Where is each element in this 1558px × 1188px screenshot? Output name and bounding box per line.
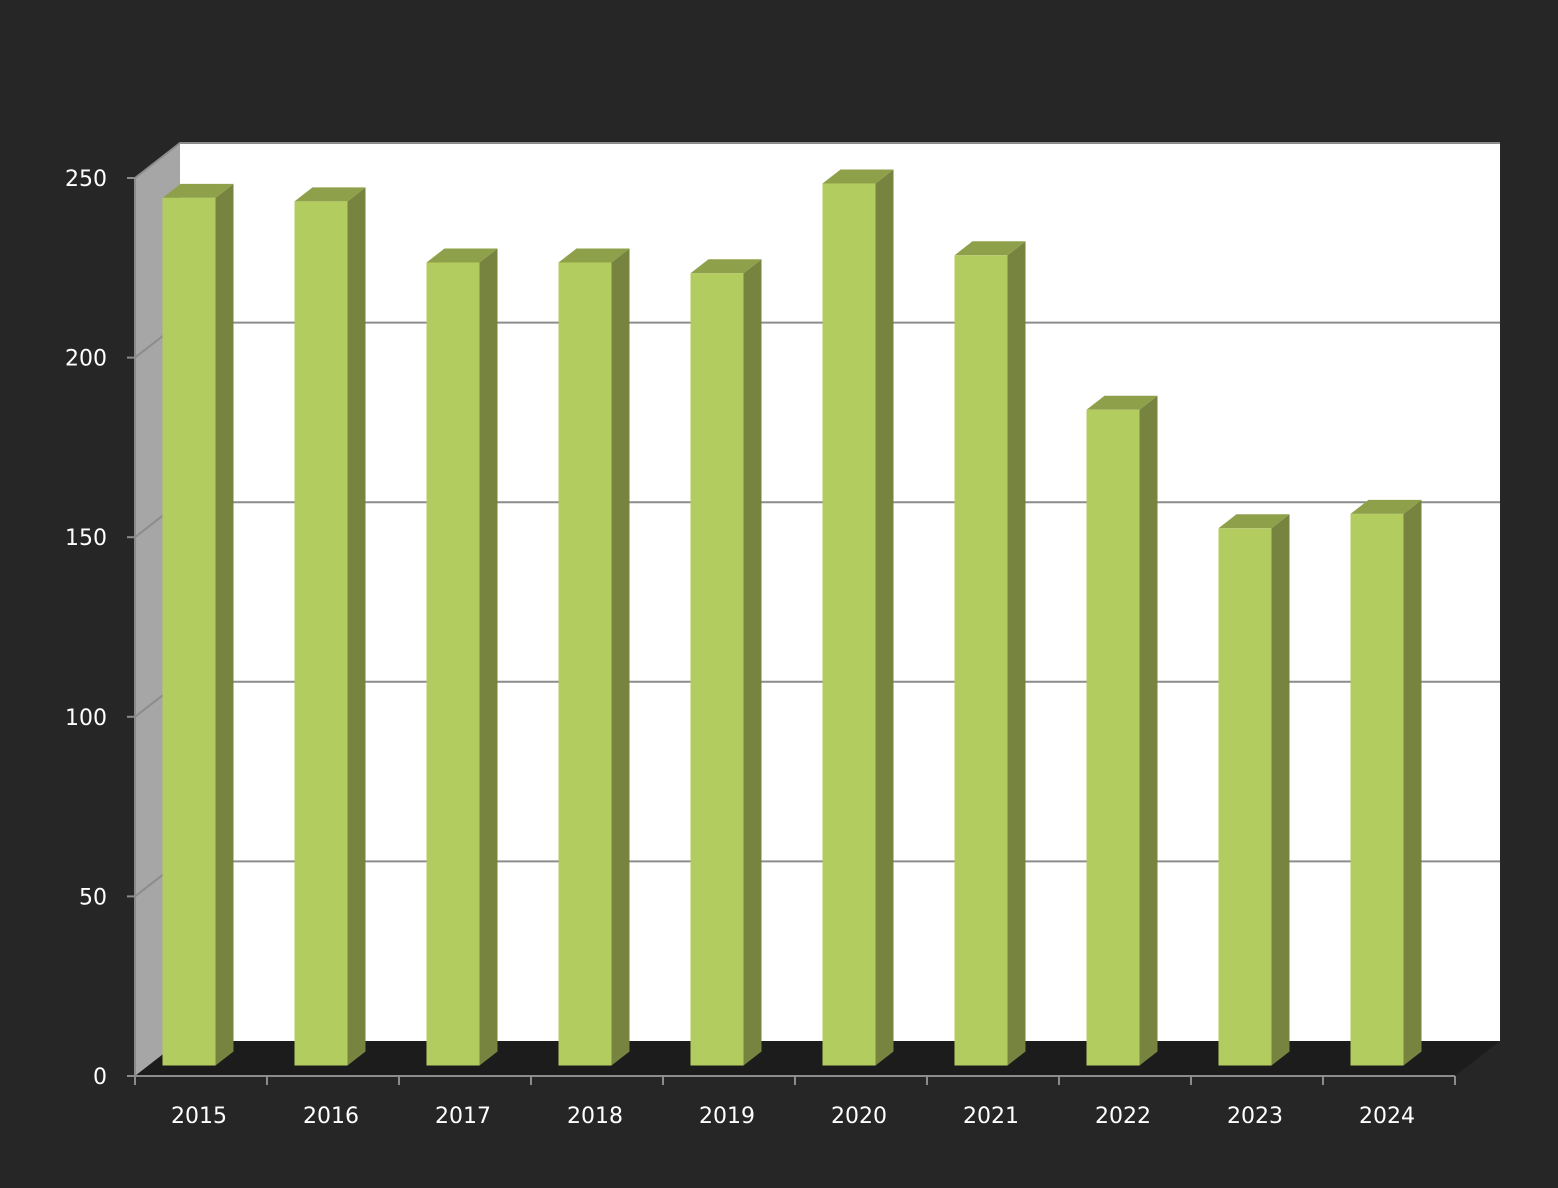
bar-side: [1007, 241, 1026, 1066]
y-tick-label: 100: [65, 706, 107, 731]
bar-front: [822, 183, 876, 1066]
bar-2022: [1086, 395, 1158, 1066]
x-tick-label: 2022: [1095, 1104, 1151, 1129]
bar-side: [1271, 514, 1290, 1066]
x-tick-label: 2021: [963, 1104, 1019, 1129]
x-tick-label: 2018: [567, 1104, 623, 1129]
x-tick-label: 2024: [1359, 1104, 1415, 1129]
x-tick-label: 2015: [171, 1104, 227, 1129]
bar-top: [1350, 499, 1422, 514]
bar-front: [426, 262, 480, 1066]
x-tick-label: 2016: [303, 1104, 359, 1129]
x-tick-label: 2020: [831, 1104, 887, 1129]
bar-side: [1403, 499, 1422, 1066]
bar-top: [822, 169, 894, 184]
bar-side: [347, 187, 366, 1066]
bar-2017: [426, 248, 498, 1066]
bar-2015: [162, 183, 234, 1066]
bar-2020: [822, 169, 894, 1066]
bar-top: [690, 259, 762, 274]
axis-labels: 0 50 100 150 200 250 2015 2016 2017 2018 2019 2020 2…: [65, 167, 1415, 1129]
bar-2024: [1350, 499, 1422, 1066]
bar-side: [743, 259, 762, 1066]
y-tick-label: 150: [65, 526, 107, 551]
bar-front: [1086, 409, 1140, 1066]
bar-top: [558, 248, 630, 263]
bar-top: [1086, 395, 1158, 410]
y-tick-label: 250: [65, 167, 107, 192]
bar-side: [215, 183, 234, 1066]
bar-top: [1218, 514, 1290, 529]
bar-front: [690, 273, 744, 1066]
bar-front: [954, 255, 1008, 1066]
bars: [162, 169, 1422, 1066]
x-tick-label: 2023: [1227, 1104, 1283, 1129]
y-tick-label: 0: [93, 1065, 107, 1090]
bar-front: [1350, 513, 1404, 1066]
bar-front: [162, 197, 216, 1066]
bar-front: [294, 201, 348, 1066]
bar-side: [1139, 395, 1158, 1066]
x-tick-label: 2019: [699, 1104, 755, 1129]
bar-2018: [558, 248, 630, 1066]
bar-2023: [1218, 514, 1290, 1066]
bar-side: [611, 248, 630, 1066]
bar-top: [162, 183, 234, 198]
bar-front: [558, 262, 612, 1066]
bar-top: [294, 187, 366, 202]
x-tick-label: 2017: [435, 1104, 491, 1129]
y-tick-label: 50: [79, 885, 107, 910]
y-tick-label: 200: [65, 347, 107, 372]
bar-front: [1218, 528, 1272, 1066]
bar-side: [479, 248, 498, 1066]
bar-2019: [690, 259, 762, 1066]
bar-top: [426, 248, 498, 263]
gridline: [134, 142, 1500, 179]
bar-side: [875, 169, 894, 1066]
bar-2016: [294, 187, 366, 1066]
bar-top: [954, 241, 1026, 256]
axes: [127, 177, 1456, 1085]
bar-2021: [954, 241, 1026, 1066]
